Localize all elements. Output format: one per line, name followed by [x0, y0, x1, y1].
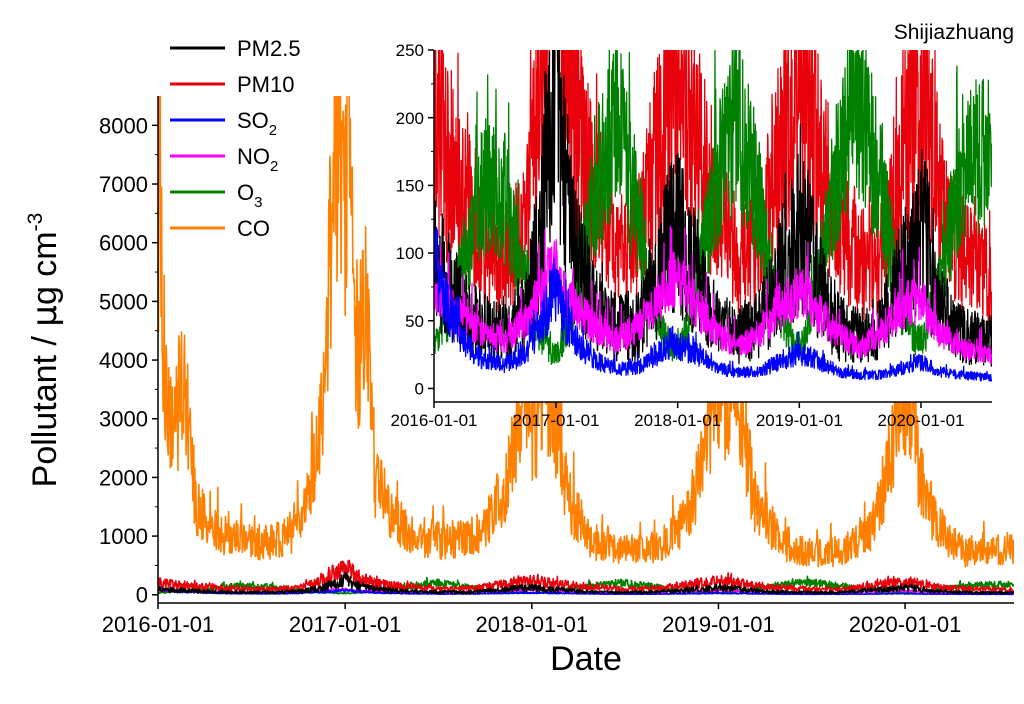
- legend-label-pm10: PM10: [237, 72, 294, 97]
- main-plot: 0100020003000400050006000700080002016-01…: [99, 96, 1014, 637]
- inset-x-tick-label: 2020-01-01: [878, 411, 965, 430]
- inset-y-tick-label: 0: [415, 380, 424, 399]
- inset-x-tick-label: 2018-01-01: [634, 411, 721, 430]
- inset-series-line-no2: [434, 225, 992, 365]
- main-y-tick-label: 3000: [99, 407, 148, 432]
- main-y-tick-label: 8000: [99, 113, 148, 138]
- chart-title: Shijiazhuang: [894, 21, 1014, 44]
- inset-series-line-so2: [434, 226, 992, 382]
- legend-label-so2: SO2: [237, 108, 277, 139]
- main-y-tick-label: 7000: [99, 172, 148, 197]
- legend-label-pm25: PM2.5: [237, 36, 301, 61]
- main-x-tick-label: 2019-01-01: [662, 612, 775, 637]
- inset-y-tick-label: 50: [405, 312, 424, 331]
- main-y-tick-label: 6000: [99, 231, 148, 256]
- inset-axes: 0 50 100 150 200 250 2016-01-01 2017-01-01 2018-…: [391, 41, 992, 430]
- main-series-line-pm25: [158, 572, 1014, 595]
- inset-y-tick-label: 150: [396, 177, 424, 196]
- main-series-line-so2: [158, 587, 1014, 596]
- y-axis-title-exponent: -3: [24, 213, 47, 232]
- y-axis-title: Pollutant / μg cm-3: [24, 213, 65, 488]
- legend: PM2.5 PM10 SO2 NO2 O3 CO: [170, 36, 301, 241]
- inset-series-group: [434, 50, 992, 382]
- inset-y-tick-label: 200: [396, 109, 424, 128]
- main-y-tick-label: 1000: [99, 524, 148, 549]
- legend-label-no2: NO2: [237, 144, 278, 175]
- main-x-tick-label: 2018-01-01: [476, 612, 589, 637]
- inset-y-tick-label: 250: [396, 41, 424, 60]
- main-y-tick-label: 5000: [99, 289, 148, 314]
- legend-label-co: CO: [237, 216, 270, 241]
- y-axis-title-unit: g cm: [26, 231, 64, 305]
- main-series-line-co: [158, 96, 1014, 568]
- inset-x-tick-label: 2017-01-01: [513, 411, 600, 430]
- main-x-tick-label: 2016-01-01: [102, 612, 215, 637]
- legend-label-o3: O3: [237, 180, 262, 211]
- inset-plot: 0 50 100 150 200 250 2016-01-01 2017-01-01 2018-…: [391, 41, 992, 430]
- main-y-tick-label: 2000: [99, 465, 148, 490]
- inset-x-tick-label: 2016-01-01: [391, 411, 478, 430]
- y-axis-title-main: Pollutant /: [26, 327, 64, 488]
- inset-y-tick-label: 100: [396, 244, 424, 263]
- x-axis-title: Date: [550, 640, 622, 678]
- main-x-tick-label: 2020-01-01: [849, 612, 962, 637]
- main-series-group: [158, 96, 1014, 596]
- y-axis-title-mu: μ: [25, 305, 65, 327]
- main-y-tick-label: 0: [136, 583, 148, 608]
- main-axes: 0100020003000400050006000700080002016-01…: [99, 96, 1014, 637]
- inset-x-tick-label: 2019-01-01: [756, 411, 843, 430]
- main-y-tick-label: 4000: [99, 348, 148, 373]
- main-x-tick-label: 2017-01-01: [289, 612, 402, 637]
